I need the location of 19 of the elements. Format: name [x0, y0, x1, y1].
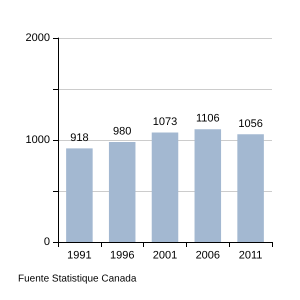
source-note: Fuente Statistique Canada — [18, 274, 137, 284]
x-tick-label: 1991 — [67, 250, 92, 262]
data-label: 918 — [70, 132, 89, 144]
x-tick-label: 2011 — [238, 250, 262, 262]
x-tick-label: 1996 — [110, 250, 134, 262]
x-tick-label: 2001 — [152, 250, 178, 262]
data-label: 1073 — [152, 116, 178, 128]
bar — [66, 148, 93, 242]
data-label: 1056 — [238, 118, 263, 130]
bar — [152, 132, 178, 242]
data-label: 980 — [113, 126, 132, 138]
y-tick-label: 2000 — [26, 32, 50, 44]
bar — [108, 142, 136, 242]
y-tick-label: 1000 — [26, 134, 50, 146]
y-tick-label: 0 — [44, 236, 50, 248]
bar — [237, 134, 264, 242]
x-tick-label: 2006 — [196, 250, 220, 262]
bar — [194, 129, 222, 242]
data-label: 1106 — [196, 112, 220, 125]
